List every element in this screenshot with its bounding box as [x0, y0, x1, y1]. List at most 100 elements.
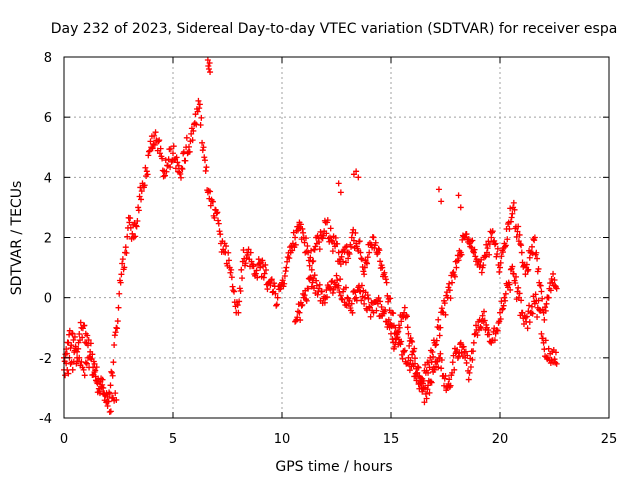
data-point-main — [194, 108, 201, 115]
data-point-lower — [367, 313, 374, 320]
data-point-main — [239, 275, 246, 282]
data-point-lower — [110, 394, 117, 401]
data-point-main — [478, 269, 485, 276]
data-point-main — [279, 277, 286, 284]
data-point-main — [409, 351, 416, 358]
data-point-main — [535, 265, 542, 272]
data-point-main — [366, 249, 373, 256]
data-point-outliers — [206, 60, 213, 67]
y-tick-label: 8 — [44, 51, 52, 66]
data-point-main — [360, 268, 367, 275]
data-point-main — [502, 242, 509, 249]
data-point-lower — [401, 304, 408, 311]
data-point-main — [114, 325, 121, 332]
data-point-main — [271, 280, 278, 287]
data-points — [61, 57, 560, 415]
data-point-main — [508, 214, 515, 221]
data-point-lower — [88, 355, 95, 362]
data-point-lower — [474, 332, 481, 339]
data-point-lower — [327, 285, 334, 292]
data-point-main — [436, 332, 443, 339]
data-point-lower — [301, 292, 308, 299]
data-point-lower — [382, 306, 389, 313]
data-point-main — [406, 367, 413, 374]
data-point-main — [211, 214, 218, 221]
data-point-main — [268, 276, 275, 283]
data-point-main — [297, 221, 304, 228]
data-point-lower — [365, 295, 372, 302]
data-point-main — [245, 246, 252, 253]
data-point-main — [195, 97, 202, 104]
data-point-lower — [348, 300, 355, 307]
data-point-lower — [107, 408, 114, 415]
data-point-main — [387, 295, 394, 302]
data-point-lower — [364, 292, 371, 299]
data-point-main — [189, 137, 196, 144]
data-point-main — [453, 264, 460, 271]
data-point-main — [385, 298, 392, 305]
data-point-main — [71, 333, 78, 340]
data-point-lower — [357, 288, 364, 295]
data-point-main — [447, 295, 454, 302]
data-point-main — [518, 249, 525, 256]
data-point-main — [77, 319, 84, 326]
data-point-outliers — [457, 204, 464, 211]
data-point-main — [547, 287, 554, 294]
data-point-lower — [538, 330, 545, 337]
data-point-lower — [519, 309, 526, 316]
data-point-main — [240, 247, 247, 254]
data-point-main — [483, 241, 490, 248]
data-point-main — [308, 247, 315, 254]
data-point-lower — [405, 330, 412, 337]
data-point-lower — [449, 359, 456, 366]
data-point-lower — [423, 395, 430, 402]
data-point-lower — [428, 379, 435, 386]
data-point-lower — [361, 300, 368, 307]
data-point-main — [223, 243, 230, 250]
data-point-main — [425, 369, 432, 376]
data-point-lower — [497, 316, 504, 323]
data-point-main — [553, 285, 560, 292]
data-point-main — [99, 376, 106, 383]
data-point-lower — [529, 310, 536, 317]
data-point-main — [143, 168, 150, 175]
data-point-main — [399, 355, 406, 362]
data-point-main — [255, 256, 262, 263]
data-point-main — [371, 245, 378, 252]
data-point-main — [507, 205, 514, 212]
data-point-lower — [86, 364, 93, 371]
data-point-lower — [403, 313, 410, 320]
data-point-lower — [502, 290, 509, 297]
y-tick-label: 2 — [44, 232, 52, 247]
data-point-main — [523, 261, 530, 268]
data-point-lower — [297, 317, 304, 324]
data-point-lower — [395, 328, 402, 335]
data-point-lower — [378, 303, 385, 310]
data-point-main — [76, 330, 83, 337]
data-point-lower — [358, 297, 365, 304]
data-point-main — [284, 258, 291, 265]
data-point-main — [377, 258, 384, 265]
data-point-lower — [373, 307, 380, 314]
data-point-main — [167, 145, 174, 152]
data-point-main — [261, 270, 268, 277]
data-point-lower — [545, 345, 552, 352]
data-point-main — [116, 290, 123, 297]
data-point-lower — [470, 348, 477, 355]
data-point-lower — [323, 287, 330, 294]
data-point-main — [257, 264, 264, 271]
data-point-main — [162, 172, 169, 179]
data-point-main — [127, 215, 134, 222]
data-point-lower — [344, 294, 351, 301]
data-point-lower — [296, 309, 303, 316]
data-point-main — [144, 171, 151, 178]
data-point-main — [122, 244, 129, 251]
data-point-main — [550, 270, 557, 277]
data-point-main — [398, 351, 405, 358]
data-point-main — [250, 263, 257, 270]
data-point-main — [541, 316, 548, 323]
data-point-main — [346, 250, 353, 257]
data-point-outliers — [337, 189, 344, 196]
data-point-main — [135, 204, 142, 211]
